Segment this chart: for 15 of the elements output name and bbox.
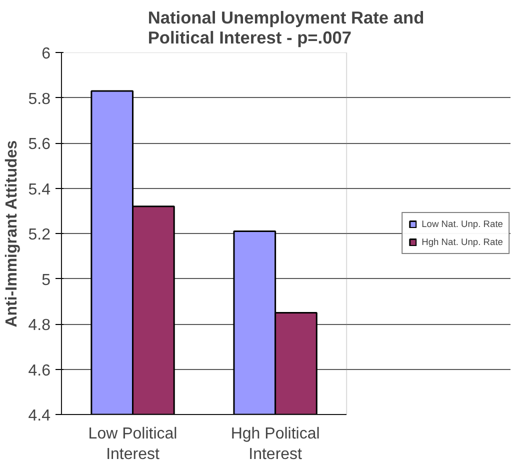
chart-title: National Unemployment Rate and Political Interest - p=.007 <box>148 8 424 48</box>
y-tick-label: 5.2 <box>28 226 51 244</box>
legend-label: Low Nat. Unp. Rate <box>422 219 503 229</box>
y-tick-label: 5.8 <box>28 90 51 108</box>
legend-label: Hgh Nat. Unp. Rate <box>422 237 503 247</box>
y-tick-label: 4.6 <box>28 362 51 380</box>
y-axis-title: Anti-Immigrant Attitudes <box>3 140 20 328</box>
y-tick-label: 6 <box>42 46 51 62</box>
y-tick-label: 5 <box>42 272 51 289</box>
y-tick-label: 4.4 <box>28 408 51 424</box>
y-tick-label: 4.8 <box>28 317 51 334</box>
y-tick-label: 5.4 <box>28 181 51 198</box>
x-tick-label: Hgh Political Interest <box>230 426 320 463</box>
x-tick-label: Low Political Interest <box>88 426 178 463</box>
y-tick-label: 5.6 <box>28 136 51 153</box>
